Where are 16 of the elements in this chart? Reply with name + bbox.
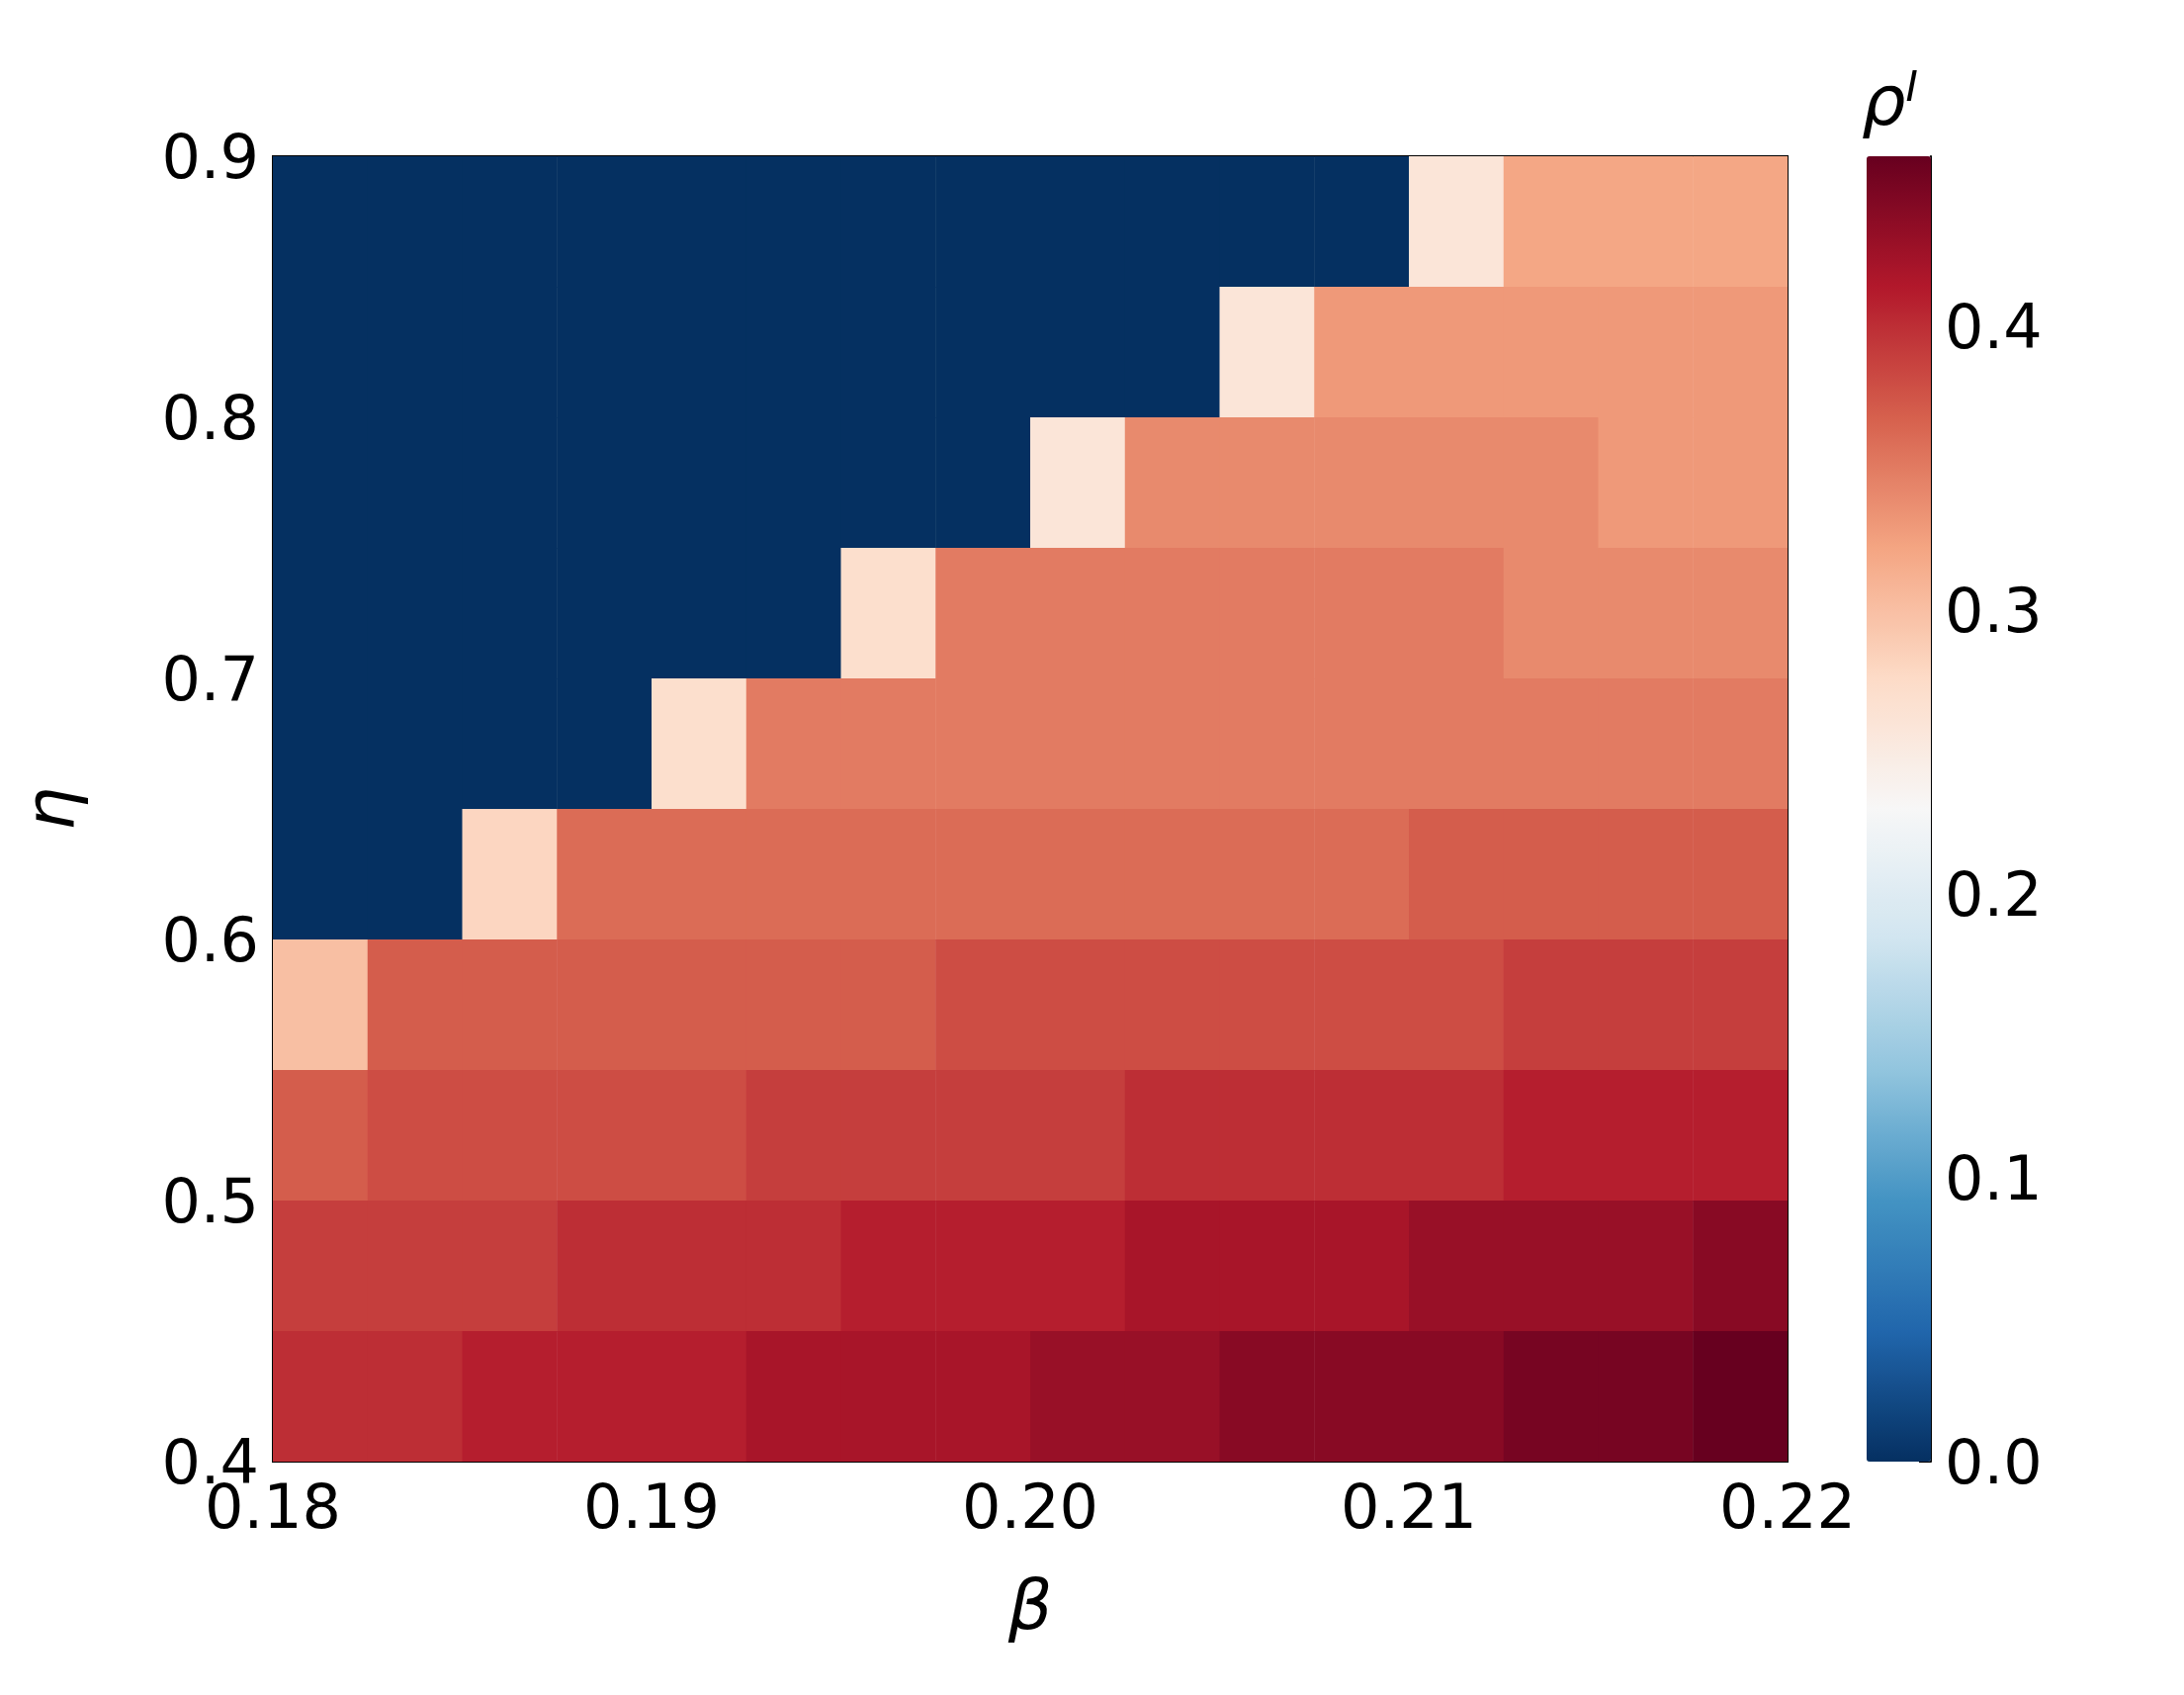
y-tick-label: 0.7 xyxy=(161,642,259,715)
color-bar-label: 0.4 xyxy=(1945,290,2043,363)
y-tick-label: 0.8 xyxy=(161,381,259,454)
x-tick-label: 0.19 xyxy=(582,1470,721,1543)
color-bar-label: 0.3 xyxy=(1945,574,2043,647)
y-axis-title: η xyxy=(10,786,91,832)
color-bar-label: 0.0 xyxy=(1945,1425,2043,1498)
y-tick-label: 0.6 xyxy=(161,903,259,976)
x-tick-label: 0.22 xyxy=(1718,1470,1857,1543)
color-bar-label: 0.1 xyxy=(1945,1141,2043,1214)
x-tick-label: 0.20 xyxy=(961,1470,1099,1543)
color-bar-label: 0.2 xyxy=(1945,857,2043,931)
x-tick-label: 0.21 xyxy=(1340,1470,1478,1543)
x-axis-title: β xyxy=(1006,1564,1053,1646)
y-tick-label: 0.5 xyxy=(161,1164,259,1237)
y-tick-label: 0.9 xyxy=(161,120,259,193)
